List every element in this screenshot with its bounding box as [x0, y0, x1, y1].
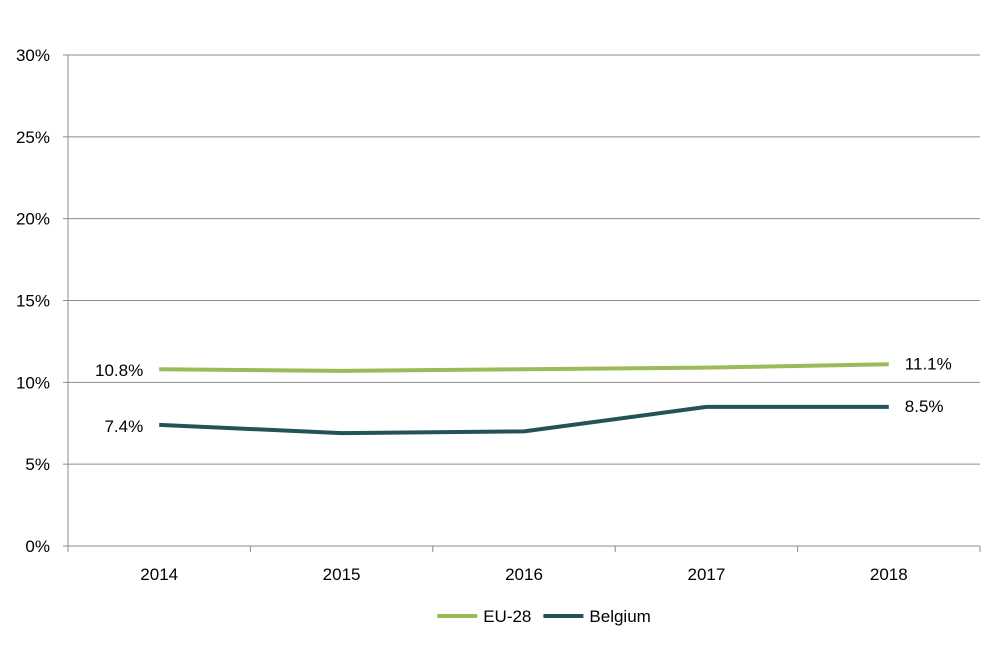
x-tick-label-2014: 2014: [140, 565, 178, 584]
data-label-belgium-2018: 8.5%: [905, 397, 944, 416]
legend: EU-28 Belgium: [437, 607, 651, 626]
y-tick-label: 10%: [16, 373, 50, 392]
x-axis: [67, 55, 981, 552]
data-label-eu-28-2018: 11.1%: [905, 354, 952, 373]
series-lines: [159, 362, 889, 436]
x-tick-label-2018: 2018: [870, 565, 908, 584]
y-axis-tick-labels: 0% 5% 10% 15% 20% 25% 30%: [16, 46, 50, 556]
y-tick-label: 5%: [25, 455, 50, 474]
legend-label-belgium: Belgium: [589, 607, 650, 626]
series-line-belgium: [159, 404, 889, 436]
x-tick-label-2016: 2016: [505, 565, 543, 584]
data-labels: 10.8% 11.1% 7.4% 8.5%: [95, 354, 952, 436]
legend-item-eu-28: EU-28: [437, 607, 531, 626]
legend-label-eu-28: EU-28: [483, 607, 531, 626]
y-tick-label: 30%: [16, 46, 50, 65]
x-tick-label-2015: 2015: [323, 565, 361, 584]
y-tick-label: 25%: [16, 128, 50, 147]
legend-item-belgium: Belgium: [543, 607, 651, 626]
x-axis-tick-labels: 2014 2015 2016 2017 2018: [140, 565, 907, 584]
y-tick-label: 20%: [16, 210, 50, 229]
y-tick-label: 0%: [25, 537, 50, 556]
data-label-belgium-2014: 7.4%: [104, 417, 143, 436]
gridlines: [63, 54, 980, 547]
data-label-eu-28-2014: 10.8%: [95, 361, 143, 380]
x-tick-label-2017: 2017: [687, 565, 725, 584]
series-line-eu-28: [159, 362, 889, 373]
y-tick-label: 15%: [16, 292, 50, 311]
